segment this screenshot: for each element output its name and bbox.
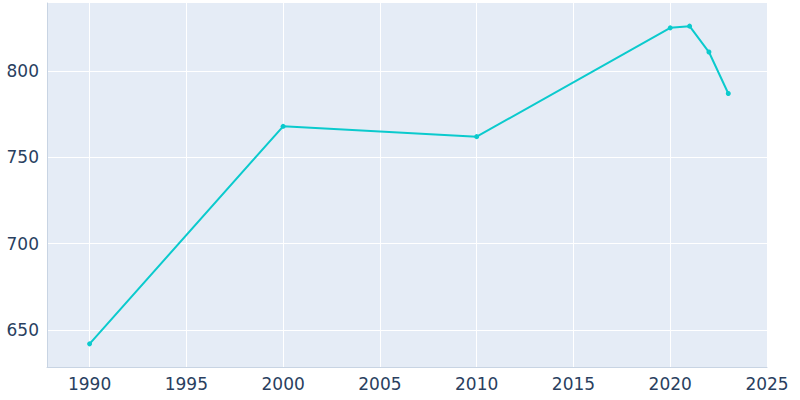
- svg-text:650: 650: [7, 320, 39, 340]
- svg-text:1990: 1990: [68, 374, 111, 394]
- svg-text:700: 700: [7, 234, 39, 254]
- svg-text:1995: 1995: [165, 374, 208, 394]
- svg-text:2020: 2020: [649, 374, 692, 394]
- svg-text:2015: 2015: [552, 374, 595, 394]
- svg-text:2000: 2000: [261, 374, 304, 394]
- svg-text:800: 800: [7, 61, 39, 81]
- svg-text:2025: 2025: [745, 374, 788, 394]
- svg-text:2010: 2010: [455, 374, 498, 394]
- svg-text:2005: 2005: [358, 374, 401, 394]
- svg-text:750: 750: [7, 147, 39, 167]
